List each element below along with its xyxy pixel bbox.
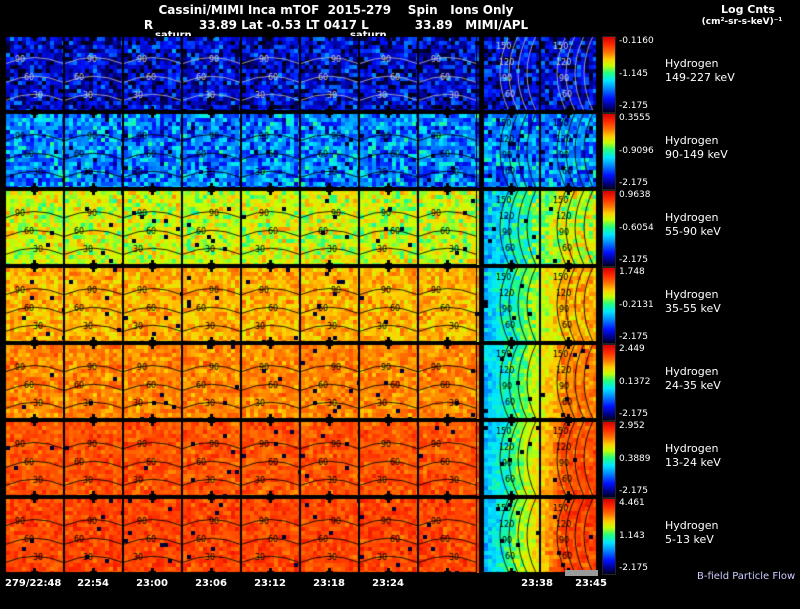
channel-energy: 13-24 keV — [665, 456, 721, 469]
spectrogram-panels — [5, 113, 598, 188]
colorbar-mid-label: 0.3889 — [619, 454, 651, 464]
time-tick-label: 23:18 — [313, 578, 345, 589]
saturn-marker-label: saturn — [350, 30, 387, 41]
spectrogram-row-3: 0.9638 -0.6054 -2.175 Hydrogen 55-90 keV — [5, 190, 800, 267]
spectrogram-row-6: 2.952 0.3889 -2.175 Hydrogen 13-24 keV — [5, 421, 800, 498]
channel-species: Hydrogen — [665, 442, 719, 455]
spectrogram-row-1: -0.1160 -1.145 -2.175 Hydrogen 149-227 k… — [5, 36, 800, 113]
plot-subtitle: R 33.89 Lat -0.53 LT 0417 L 33.89 MIMI/A… — [143, 18, 529, 32]
colorbar-title: Log Cnts — [721, 3, 775, 16]
spectrogram-panels — [5, 190, 598, 265]
channel-energy: 55-90 keV — [665, 225, 721, 238]
colorbar-mid-label: -1.145 — [619, 69, 649, 79]
channel-label: Hydrogen 13-24 keV — [665, 442, 721, 470]
channel-species: Hydrogen — [665, 519, 719, 532]
bfield-indicator-bar — [565, 570, 598, 576]
channel-label: Hydrogen 90-149 keV — [665, 134, 728, 162]
channel-label: Hydrogen 24-35 keV — [665, 365, 721, 393]
spectrogram-panels — [5, 267, 598, 342]
time-tick-label: 23:06 — [195, 578, 227, 589]
colorbar — [602, 267, 616, 344]
colorbar — [602, 498, 616, 575]
colorbar-mid-label: -0.6054 — [619, 223, 654, 233]
channel-species: Hydrogen — [665, 211, 719, 224]
colorbar-min-label: -2.175 — [619, 178, 649, 188]
channel-energy: 24-35 keV — [665, 379, 721, 392]
spectrogram-row-5: 2.449 0.1372 -2.175 Hydrogen 24-35 keV — [5, 344, 800, 421]
time-tick-label: 23:38 — [521, 578, 553, 589]
spectrogram-panels — [5, 421, 598, 496]
colorbar-min-label: -2.175 — [619, 255, 649, 265]
colorbar — [602, 113, 616, 190]
colorbar — [602, 344, 616, 421]
colorbar-max-label: 0.3555 — [619, 113, 651, 123]
channel-species: Hydrogen — [665, 288, 719, 301]
colorbar-min-label: -2.175 — [619, 563, 649, 573]
colorbar-max-label: 4.461 — [619, 498, 645, 508]
time-tick-label: 23:45 — [575, 578, 607, 589]
time-tick-label: 23:24 — [372, 578, 404, 589]
spectrogram-panels — [5, 498, 598, 573]
channel-label: Hydrogen 35-55 keV — [665, 288, 721, 316]
colorbar-mid-label: -0.2131 — [619, 300, 654, 310]
colorbar-max-label: 2.952 — [619, 421, 645, 431]
channel-label: Hydrogen 149-227 keV — [665, 57, 735, 85]
channel-species: Hydrogen — [665, 365, 719, 378]
saturn-marker-label: saturn — [155, 30, 192, 41]
channel-energy: 90-149 keV — [665, 148, 728, 161]
channel-species: Hydrogen — [665, 57, 719, 70]
colorbar-mid-label: 1.143 — [619, 531, 645, 541]
time-axis: 279/22:48 22:54 23:00 23:06 23:12 23:18 … — [0, 578, 800, 594]
spectrogram-panels — [5, 36, 598, 111]
plot-title: Cassini/MIMI Inca mTOF 2015-279 Spin Ion… — [158, 3, 514, 17]
colorbar-min-label: -2.175 — [619, 101, 649, 111]
colorbar-mid-label: 0.1372 — [619, 377, 651, 387]
colorbar-min-label: -2.175 — [619, 486, 649, 496]
spectrogram-rows: -0.1160 -1.145 -2.175 Hydrogen 149-227 k… — [5, 36, 800, 575]
channel-energy: 35-55 keV — [665, 302, 721, 315]
colorbar-max-label: 2.449 — [619, 344, 645, 354]
colorbar-min-label: -2.175 — [619, 332, 649, 342]
channel-energy: 5-13 keV — [665, 533, 714, 546]
spectrogram-panels — [5, 344, 598, 419]
time-tick-label: 279/22:48 — [5, 578, 62, 589]
time-tick-label: 23:00 — [136, 578, 168, 589]
colorbar-max-label: -0.1160 — [619, 36, 654, 46]
time-tick-label: 23:12 — [254, 578, 286, 589]
colorbar-units: (cm²-sr-s-keV)⁻¹ — [701, 17, 783, 27]
channel-species: Hydrogen — [665, 134, 719, 147]
channel-label: Hydrogen 5-13 keV — [665, 519, 719, 547]
bfield-note: B-field Particle Flow — [697, 571, 796, 582]
colorbar-min-label: -2.175 — [619, 409, 649, 419]
colorbar-max-label: 1.748 — [619, 267, 645, 277]
colorbar — [602, 421, 616, 498]
colorbar — [602, 36, 616, 113]
spectrogram-row-4: 1.748 -0.2131 -2.175 Hydrogen 35-55 keV — [5, 267, 800, 344]
time-tick-label: 22:54 — [77, 578, 109, 589]
colorbar-max-label: 0.9638 — [619, 190, 651, 200]
channel-energy: 149-227 keV — [665, 71, 735, 84]
channel-label: Hydrogen 55-90 keV — [665, 211, 721, 239]
spectrogram-row-2: 0.3555 -0.9096 -2.175 Hydrogen 90-149 ke… — [5, 113, 800, 190]
colorbar — [602, 190, 616, 267]
colorbar-mid-label: -0.9096 — [619, 146, 654, 156]
spectrogram-row-7: 4.461 1.143 -2.175 Hydrogen 5-13 keV — [5, 498, 800, 575]
